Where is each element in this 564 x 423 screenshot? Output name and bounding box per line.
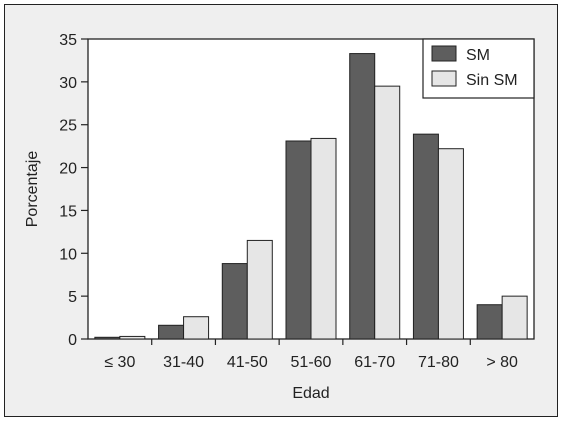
- y-tick-label: 5: [68, 289, 77, 306]
- bar-sin-sm-6: [501, 295, 528, 340]
- bar-sm-1: [158, 324, 185, 340]
- bar-sm-3: [285, 140, 312, 340]
- bar-sin-sm-2: [246, 239, 273, 340]
- x-tick-label: 61-70: [354, 354, 395, 371]
- x-tick-label: 51-60: [291, 354, 332, 371]
- legend: SM Sin SM: [422, 38, 535, 99]
- bar-sm-0: [94, 336, 121, 340]
- x-tick-label: 41-50: [227, 354, 268, 371]
- bar-sin-sm-5: [437, 148, 464, 340]
- y-axis-label: Porcentaje: [24, 151, 41, 228]
- y-tick-label: 15: [59, 203, 77, 220]
- x-tick-label: 31-40: [163, 354, 204, 371]
- x-axis-label: Edad: [292, 385, 329, 402]
- y-axis: 0 5 10 15 20 25 30 35: [59, 32, 88, 349]
- legend-swatch-sm: [431, 45, 457, 62]
- x-tick-label: > 80: [486, 354, 518, 371]
- y-tick-label: 30: [59, 75, 77, 92]
- x-axis: ≤ 30 31-40 41-50 51-60 61-70 71-80 > 80: [104, 339, 518, 371]
- bar-sm-2: [221, 263, 248, 340]
- y-tick-label: 20: [59, 161, 77, 178]
- bars-group: [94, 53, 528, 340]
- bar-sin-sm-1: [183, 316, 210, 340]
- y-tick-label: 35: [59, 32, 77, 49]
- bar-sin-sm-4: [374, 85, 401, 340]
- bar-sin-sm-0: [119, 335, 146, 340]
- legend-swatch-sin-sm: [431, 70, 457, 87]
- x-tick-label: ≤ 30: [104, 354, 135, 371]
- bar-sin-sm-3: [310, 137, 337, 340]
- y-tick-label: 10: [59, 246, 77, 263]
- y-tick-label: 25: [59, 118, 77, 135]
- bar-sm-6: [476, 304, 503, 340]
- bar-sm-4: [349, 53, 376, 340]
- y-tick-label: 0: [68, 332, 77, 349]
- bar-sm-5: [412, 133, 439, 340]
- legend-label-sm: SM: [466, 47, 490, 64]
- legend-label-sin-sm: Sin SM: [466, 72, 518, 89]
- x-tick-label: 71-80: [418, 354, 459, 371]
